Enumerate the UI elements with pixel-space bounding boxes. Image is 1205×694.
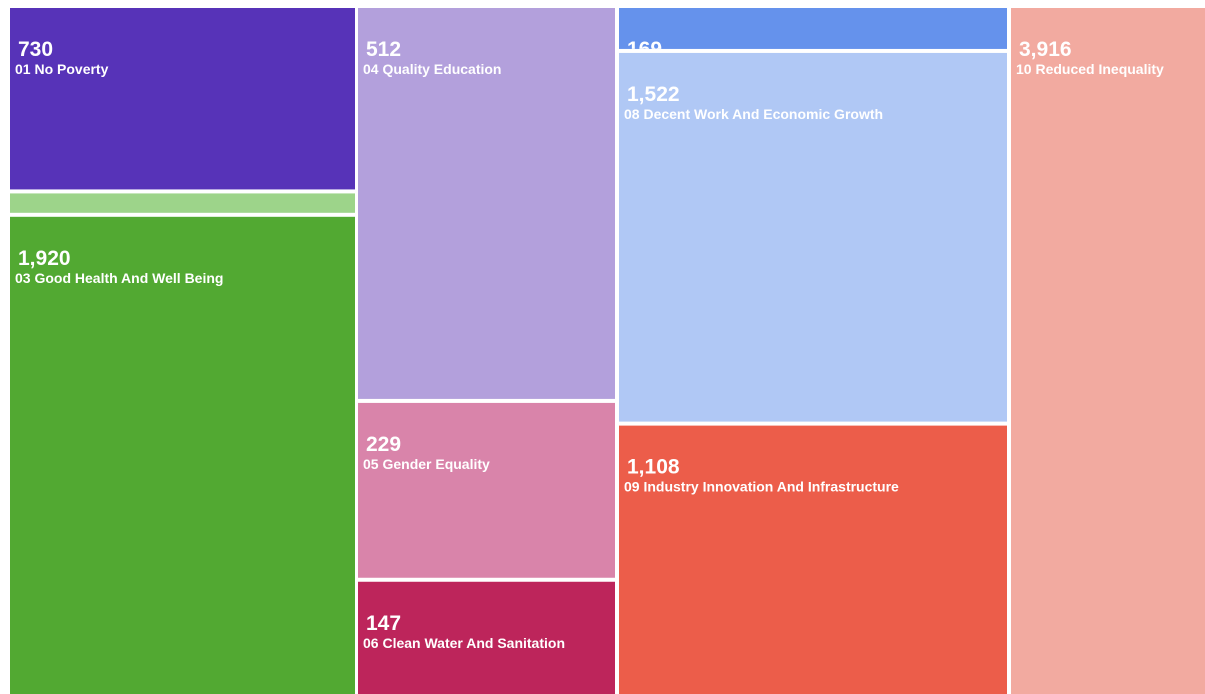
tile-name: 05 Gender Equality	[363, 456, 490, 472]
tile	[10, 216, 355, 694]
tile-value: 1,108	[627, 456, 680, 479]
tile-name: 10 Reduced Inequality	[1016, 61, 1164, 77]
tile-value: 1,522	[627, 83, 680, 106]
tile	[358, 402, 615, 578]
tile-name: 06 Clean Water And Sanitation	[363, 635, 565, 651]
tile-name: 01 No Poverty	[15, 61, 109, 77]
tile-name: 04 Quality Education	[363, 61, 501, 77]
tile-name: 08 Decent Work And Economic Growth	[624, 106, 883, 122]
tile	[358, 581, 615, 694]
tile-name: 03 Good Health And Well Being	[15, 270, 223, 286]
tile-value: 1,920	[18, 247, 71, 270]
tile	[619, 52, 1007, 422]
tile-value: 730	[18, 38, 53, 61]
tile	[358, 8, 615, 399]
tile	[1011, 8, 1205, 694]
tile-value: 169	[627, 38, 662, 61]
tile-value: 147	[366, 612, 401, 635]
tile-name: 09 Industry Innovation And Infrastructur…	[624, 479, 899, 495]
tile	[10, 193, 355, 213]
tile-value: 3,916	[1019, 38, 1072, 61]
tile-labels: 16907 Affordable And Clean Energy	[627, 38, 662, 61]
tile	[619, 8, 1007, 49]
tile	[619, 425, 1007, 694]
tile	[10, 8, 355, 190]
tile-value: 229	[366, 433, 401, 456]
tile-value: 512	[366, 38, 401, 61]
